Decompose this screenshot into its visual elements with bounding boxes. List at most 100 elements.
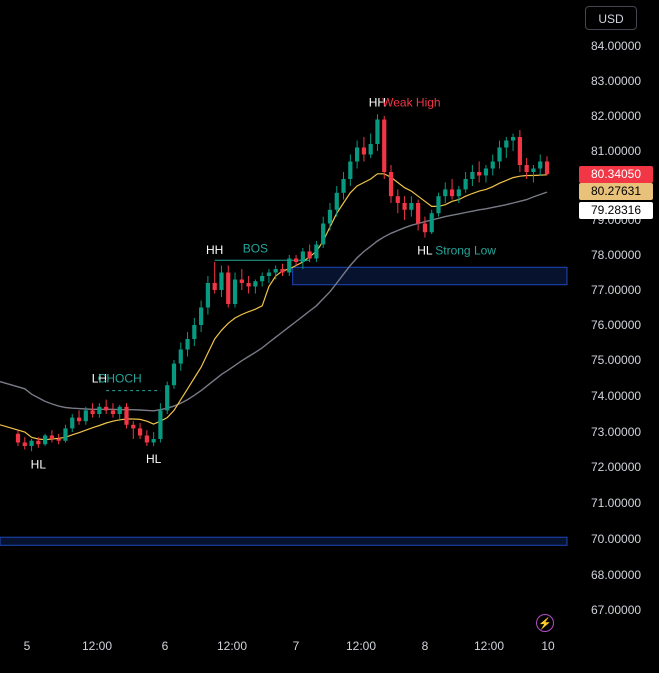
x-tick-label: 8 <box>422 639 429 653</box>
candle <box>212 262 217 294</box>
candle <box>49 430 55 443</box>
x-tick-label: 12:00 <box>217 639 247 653</box>
supply-demand-zones <box>0 266 568 546</box>
candle <box>22 437 27 450</box>
lightning-icon[interactable]: ⚡ <box>536 614 554 632</box>
candle <box>76 410 82 425</box>
candle-body <box>449 189 455 197</box>
candle <box>205 276 210 315</box>
candle-body <box>49 435 55 439</box>
candle <box>97 403 102 418</box>
candle <box>239 269 244 290</box>
candle-body <box>83 410 88 422</box>
candle-body <box>388 172 394 197</box>
candle <box>273 265 278 280</box>
candle-body <box>144 435 149 443</box>
annotation-hh: HH <box>206 243 223 257</box>
annotation-hl: HL <box>146 452 162 466</box>
zone-0 <box>292 266 568 286</box>
moving-averages <box>0 173 548 441</box>
candle-body <box>165 385 170 411</box>
candle-body <box>29 440 34 446</box>
y-tick-label: 71.00000 <box>591 496 641 510</box>
candle-body <box>63 428 68 441</box>
candle <box>185 332 190 357</box>
candle <box>219 265 224 297</box>
candle-body <box>212 283 217 290</box>
candle <box>131 421 136 439</box>
candle <box>90 403 95 418</box>
candle-body <box>171 363 177 386</box>
annotation-choch: CHOCH <box>98 372 142 386</box>
candle <box>280 263 285 276</box>
candle-body <box>490 161 495 169</box>
annotation-weak-high: Weak High <box>382 95 440 109</box>
y-tick-label: 73.00000 <box>591 425 641 439</box>
candle <box>246 276 251 294</box>
candle <box>402 196 407 220</box>
candle <box>348 154 353 186</box>
y-tick-label: 84.00000 <box>591 39 641 53</box>
candle-body <box>124 406 129 425</box>
ema-fast-price-label: 80.27631 <box>579 183 653 201</box>
ema-fast-line <box>0 173 548 441</box>
zone-1 <box>0 536 568 546</box>
candle <box>497 140 502 169</box>
candle-body <box>307 251 312 259</box>
candle <box>456 186 461 203</box>
annotation-lh: LH <box>92 372 107 386</box>
candle-body <box>110 410 116 414</box>
candle-body <box>402 203 407 210</box>
candle-body <box>517 137 522 165</box>
candle <box>151 432 156 446</box>
annotation-strong-low: Strong Low <box>435 244 496 258</box>
candle <box>382 116 387 179</box>
candle <box>124 403 129 429</box>
y-tick-label: 70.00000 <box>591 532 641 546</box>
candle <box>477 161 482 183</box>
candle-body <box>395 196 400 203</box>
candle-body <box>456 189 461 197</box>
candle <box>178 342 183 371</box>
candle <box>117 405 122 422</box>
candle <box>544 156 550 176</box>
candle <box>63 424 68 443</box>
candle-body <box>375 119 380 144</box>
candle <box>165 381 170 414</box>
candle-body <box>355 147 360 162</box>
candle-body <box>266 272 272 276</box>
candle <box>287 255 292 276</box>
candle <box>232 272 238 308</box>
candle <box>266 269 272 283</box>
y-tick-label: 75.00000 <box>591 353 641 367</box>
candle-body <box>300 251 305 262</box>
structure-lines <box>106 259 310 392</box>
candle-body <box>246 283 251 287</box>
annotation-hh: HH <box>369 95 386 109</box>
candle-body <box>158 410 163 439</box>
y-tick-label: 67.00000 <box>591 603 641 617</box>
candle <box>422 216 428 238</box>
candle-body <box>117 406 122 414</box>
annotation-hl: HL <box>417 244 433 258</box>
candle <box>36 437 41 448</box>
candle <box>293 255 299 266</box>
candle <box>137 423 143 439</box>
candle <box>341 172 346 200</box>
annotation-bos: BOS <box>243 241 268 255</box>
price-axis[interactable]: 84.0000083.0000082.0000081.0000080.00000… <box>591 39 641 617</box>
candle-body <box>361 147 366 155</box>
candle-body <box>544 161 550 175</box>
candle-body <box>239 279 244 283</box>
y-tick-label: 72.00000 <box>591 460 641 474</box>
currency-button[interactable]: USD <box>585 6 637 30</box>
candle <box>43 433 48 446</box>
time-axis[interactable]: 5 12:00 6 12:00 7 12:00 8 12:00 10 <box>24 639 555 653</box>
candle-body <box>22 442 27 446</box>
candle <box>321 216 326 248</box>
candle-body <box>205 283 210 308</box>
candle <box>334 186 339 217</box>
candle-body <box>327 209 333 224</box>
